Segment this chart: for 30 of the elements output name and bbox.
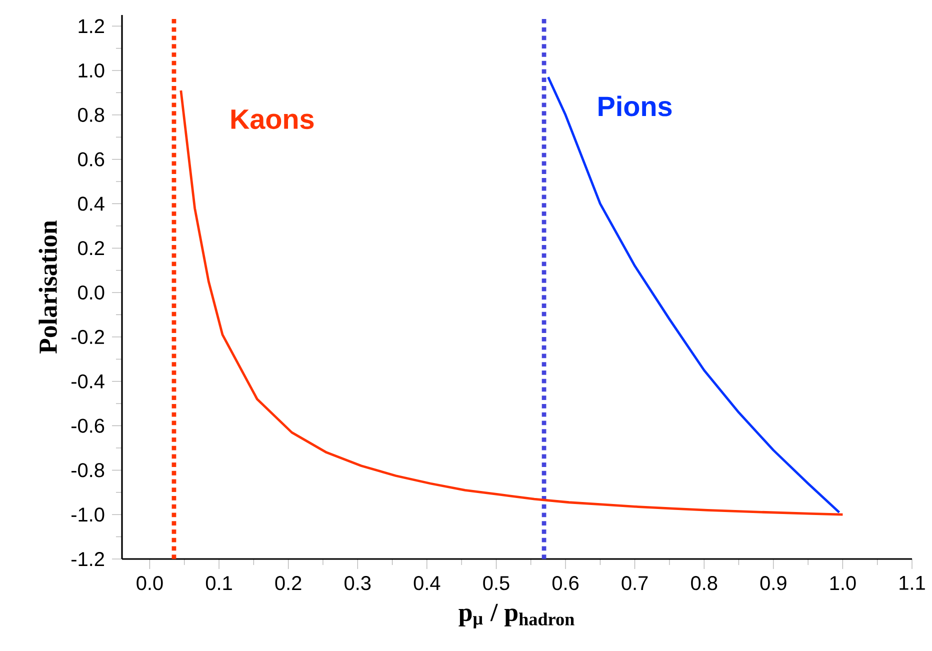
y-tick-label: 0.2: [78, 241, 104, 256]
y-tick-label: 0.6: [78, 152, 104, 166]
x-tick-label: 1.1: [900, 576, 925, 590]
y-tick-label: 1.2: [78, 19, 104, 34]
x-tick-label: 0.2: [275, 576, 302, 590]
x-tick-label: 0.9: [760, 576, 786, 590]
x-tick-label: 0.7: [622, 576, 648, 590]
x-tick-label: 0.6: [552, 576, 578, 590]
x-axis-title: p$_{μ}$ / p$_{hadron}$: [458, 604, 574, 628]
y-tick-label: -0.6: [72, 418, 104, 433]
y-tick-label: -0.8: [72, 463, 104, 478]
line-series: [546, 76, 840, 514]
x-tick-label: 0.5: [483, 576, 510, 590]
x-tick-label: 0.3: [344, 576, 371, 590]
x-tick-label: 0.8: [691, 576, 718, 590]
x-tick-label: 1.0: [830, 576, 856, 590]
x-tick-label: 0.0: [136, 576, 163, 590]
x-tick-label: 0.4: [414, 576, 440, 590]
y-tick-label: -1.2: [72, 552, 104, 566]
y-tick-label: 0.8: [78, 108, 104, 122]
x-tick-label: 0.1: [206, 576, 232, 590]
series-label: Kaons: [231, 110, 314, 130]
y-tick-label: -0.4: [72, 374, 104, 388]
series-label: Pions: [598, 96, 672, 116]
y-tick-label: 0.0: [78, 286, 104, 300]
y-tick-label: -1.0: [72, 508, 104, 522]
y-tick-label: 1.0: [78, 63, 104, 78]
y-tick-label: 0.4: [78, 196, 104, 211]
y-axis-title: Polarisation: [38, 220, 57, 354]
y-tick-label: -0.2: [72, 330, 104, 344]
